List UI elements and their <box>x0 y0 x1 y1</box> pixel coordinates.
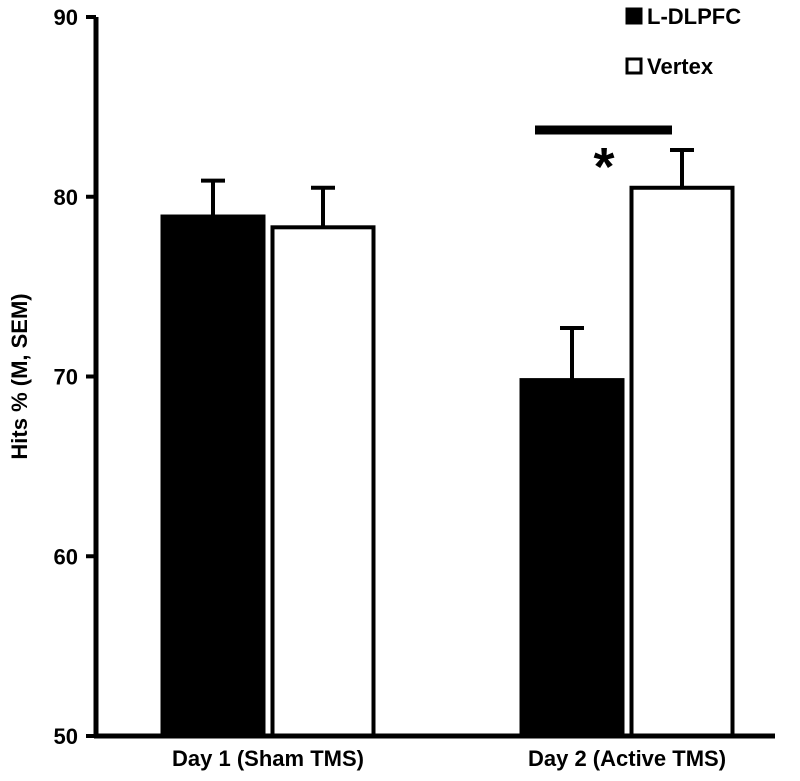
bar-l-dlpfc-1 <box>160 214 266 738</box>
bar-vertex-1 <box>270 225 376 738</box>
legend-label: Vertex <box>647 54 714 79</box>
legend-swatch-vertex <box>625 57 643 75</box>
significance-star: * <box>593 137 614 197</box>
x-tick-label: Day 2 (Active TMS) <box>528 746 726 771</box>
y-tick-label: 50 <box>54 724 78 749</box>
y-axis-ticks: 50 60 70 80 90 <box>54 5 96 749</box>
error-bars <box>201 148 694 381</box>
bars <box>160 185 735 738</box>
bar-l-dlpfc-2 <box>519 378 625 738</box>
legend-swatch-l-dlpfc <box>625 7 643 25</box>
significance-annotation: * <box>535 125 672 197</box>
x-axis-tick-labels: Day 1 (Sham TMS) Day 2 (Active TMS) <box>172 746 726 771</box>
bar-vertex-2 <box>629 185 735 738</box>
legend-label: L-DLPFC <box>647 4 741 29</box>
y-tick-label: 80 <box>54 185 78 210</box>
y-tick-label: 70 <box>54 365 78 390</box>
legend: L-DLPFC Vertex <box>625 4 741 79</box>
y-tick-label: 60 <box>54 544 78 569</box>
y-tick-label: 90 <box>54 5 78 30</box>
y-axis-title: Hits % (M, SEM) <box>7 293 32 459</box>
x-tick-label: Day 1 (Sham TMS) <box>172 746 364 771</box>
